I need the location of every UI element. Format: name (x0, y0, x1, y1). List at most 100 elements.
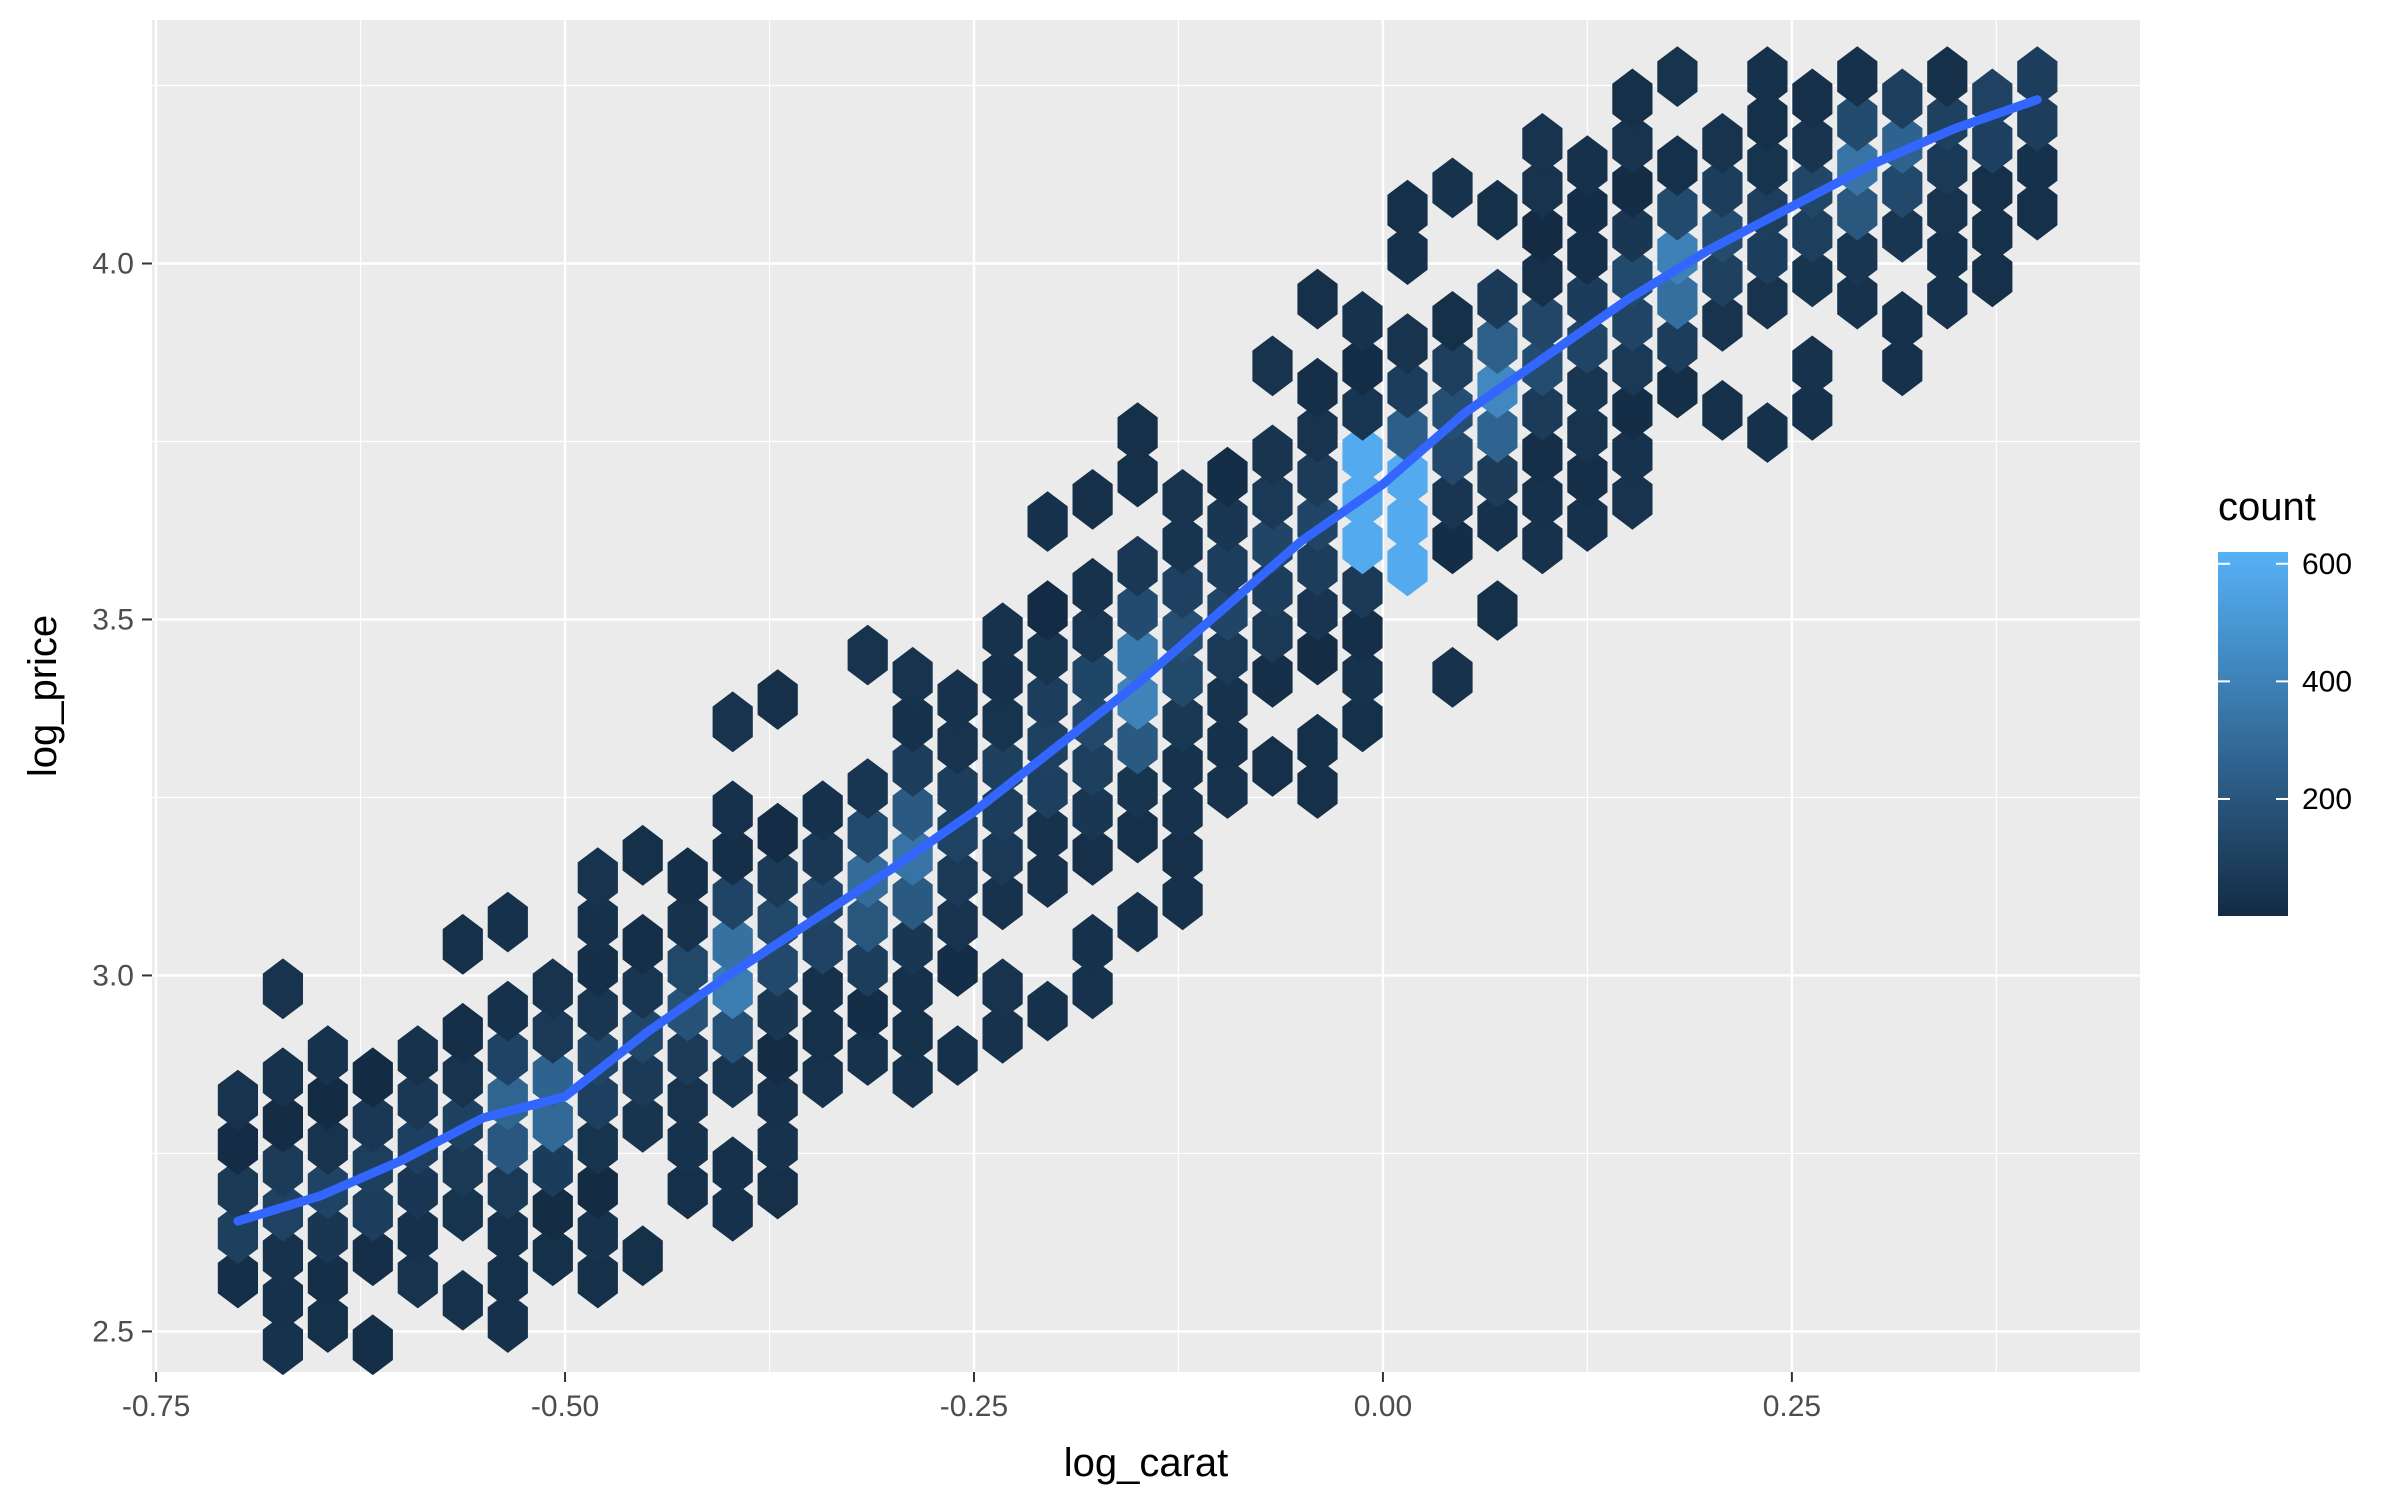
hex-cell (1657, 179, 1698, 241)
hex-cell (1792, 335, 1833, 397)
hex-cell (442, 1136, 483, 1198)
hex-cell (712, 691, 753, 753)
hex-cell (1297, 580, 1338, 641)
hex-cell (532, 958, 573, 1020)
hex-cell (307, 1292, 348, 1353)
color-legend: count 200 400 600 (2218, 485, 2352, 916)
hex-cell (1612, 113, 1653, 174)
hex-cell (1387, 402, 1428, 463)
hex-cell (1612, 424, 1653, 486)
hex-cell (847, 891, 888, 953)
hex-cell (1747, 224, 1788, 285)
hex-cell (217, 1158, 258, 1220)
hex-cell (982, 646, 1023, 708)
hex-cell (2017, 135, 2058, 196)
hex-cell (307, 1114, 348, 1175)
hex-cell (487, 1158, 528, 1220)
hex-cell (1792, 202, 1833, 263)
hex-cell (982, 869, 1023, 931)
hex-cell (577, 1069, 618, 1131)
hex-cell (1522, 513, 1563, 575)
hex-cell (712, 1047, 753, 1109)
hex-cell (1567, 357, 1608, 419)
hex-cell (622, 824, 663, 886)
hex-cell (1207, 624, 1248, 686)
hex-cell (397, 1247, 438, 1309)
hex-cell (1162, 646, 1203, 708)
hex-cell (1342, 691, 1383, 753)
hex-cell (1072, 913, 1113, 975)
hex-cell (982, 958, 1023, 1020)
hex-cell (1117, 446, 1158, 508)
hex-cell (1702, 246, 1743, 308)
hex-cell (532, 1225, 573, 1287)
hex-cell (1432, 335, 1473, 397)
hex-cell (1567, 224, 1608, 285)
hex-cell (1567, 313, 1608, 374)
hex-cell (892, 646, 933, 708)
hex-cell (352, 1225, 393, 1287)
hex-cell (712, 958, 753, 1020)
hex-cell (1567, 268, 1608, 330)
hex-cell (802, 1002, 843, 1064)
hex-cell (442, 1002, 483, 1064)
hex-cell (982, 824, 1023, 886)
hex-cell (847, 980, 888, 1042)
hex-cell (1522, 424, 1563, 486)
hex-cell (757, 1025, 798, 1086)
hex-cell (1252, 735, 1293, 797)
y-tick-label: 3.0 (92, 959, 134, 992)
hex-cell (1792, 113, 1833, 174)
hex-cell (667, 1025, 708, 1086)
hex-cell (1477, 268, 1518, 330)
hex-cell (577, 847, 618, 908)
hex-cell (1432, 424, 1473, 486)
hex-cell (892, 958, 933, 1020)
hex-cell (757, 1158, 798, 1220)
hex-cell (1657, 268, 1698, 330)
hex-cell (532, 1091, 573, 1153)
hex-cell (1387, 535, 1428, 597)
hex-cell (1747, 402, 1788, 463)
hex-cell (667, 1069, 708, 1131)
x-axis: -0.75 -0.50 -0.25 0.00 0.25 (122, 1372, 1821, 1423)
hex-cell (487, 1025, 528, 1086)
hex-cell (1702, 380, 1743, 441)
hex-cell (1117, 758, 1158, 819)
hex-cell (1567, 446, 1608, 508)
hex-cell (1117, 891, 1158, 953)
hex-cell (1027, 624, 1068, 686)
hex-cell (397, 1158, 438, 1220)
hex-cell (802, 869, 843, 931)
hex-cell (307, 1247, 348, 1309)
hex-cell (667, 936, 708, 997)
hex-cell (1972, 113, 2013, 174)
hex-cell (847, 802, 888, 864)
hex-cell (1297, 535, 1338, 597)
hex-cell (262, 1136, 303, 1198)
hex-cell (1207, 669, 1248, 730)
hex-cell (1387, 179, 1428, 241)
hex-cell (1477, 179, 1518, 241)
hex-cell (1072, 735, 1113, 797)
hex-cell (1882, 202, 1923, 263)
hex-cell (1162, 513, 1203, 575)
hex-cell (1207, 758, 1248, 819)
hex-cell (532, 1002, 573, 1064)
hex-cell (1567, 135, 1608, 196)
hex-cell (1432, 469, 1473, 530)
hex-cell (757, 802, 798, 864)
x-tick-label: -0.25 (940, 1390, 1008, 1423)
hex-cell (1657, 46, 1698, 107)
hex-cell (1972, 246, 2013, 308)
hex-cell (937, 758, 978, 819)
hex-cell (397, 1203, 438, 1264)
hex-cell (1387, 446, 1428, 508)
hex-cell (262, 1269, 303, 1331)
hex-cell (1882, 157, 1923, 219)
hex-cell (1927, 179, 1968, 241)
hex-cell (1477, 580, 1518, 641)
hex-cell (1297, 446, 1338, 508)
hex-cell (217, 1069, 258, 1131)
